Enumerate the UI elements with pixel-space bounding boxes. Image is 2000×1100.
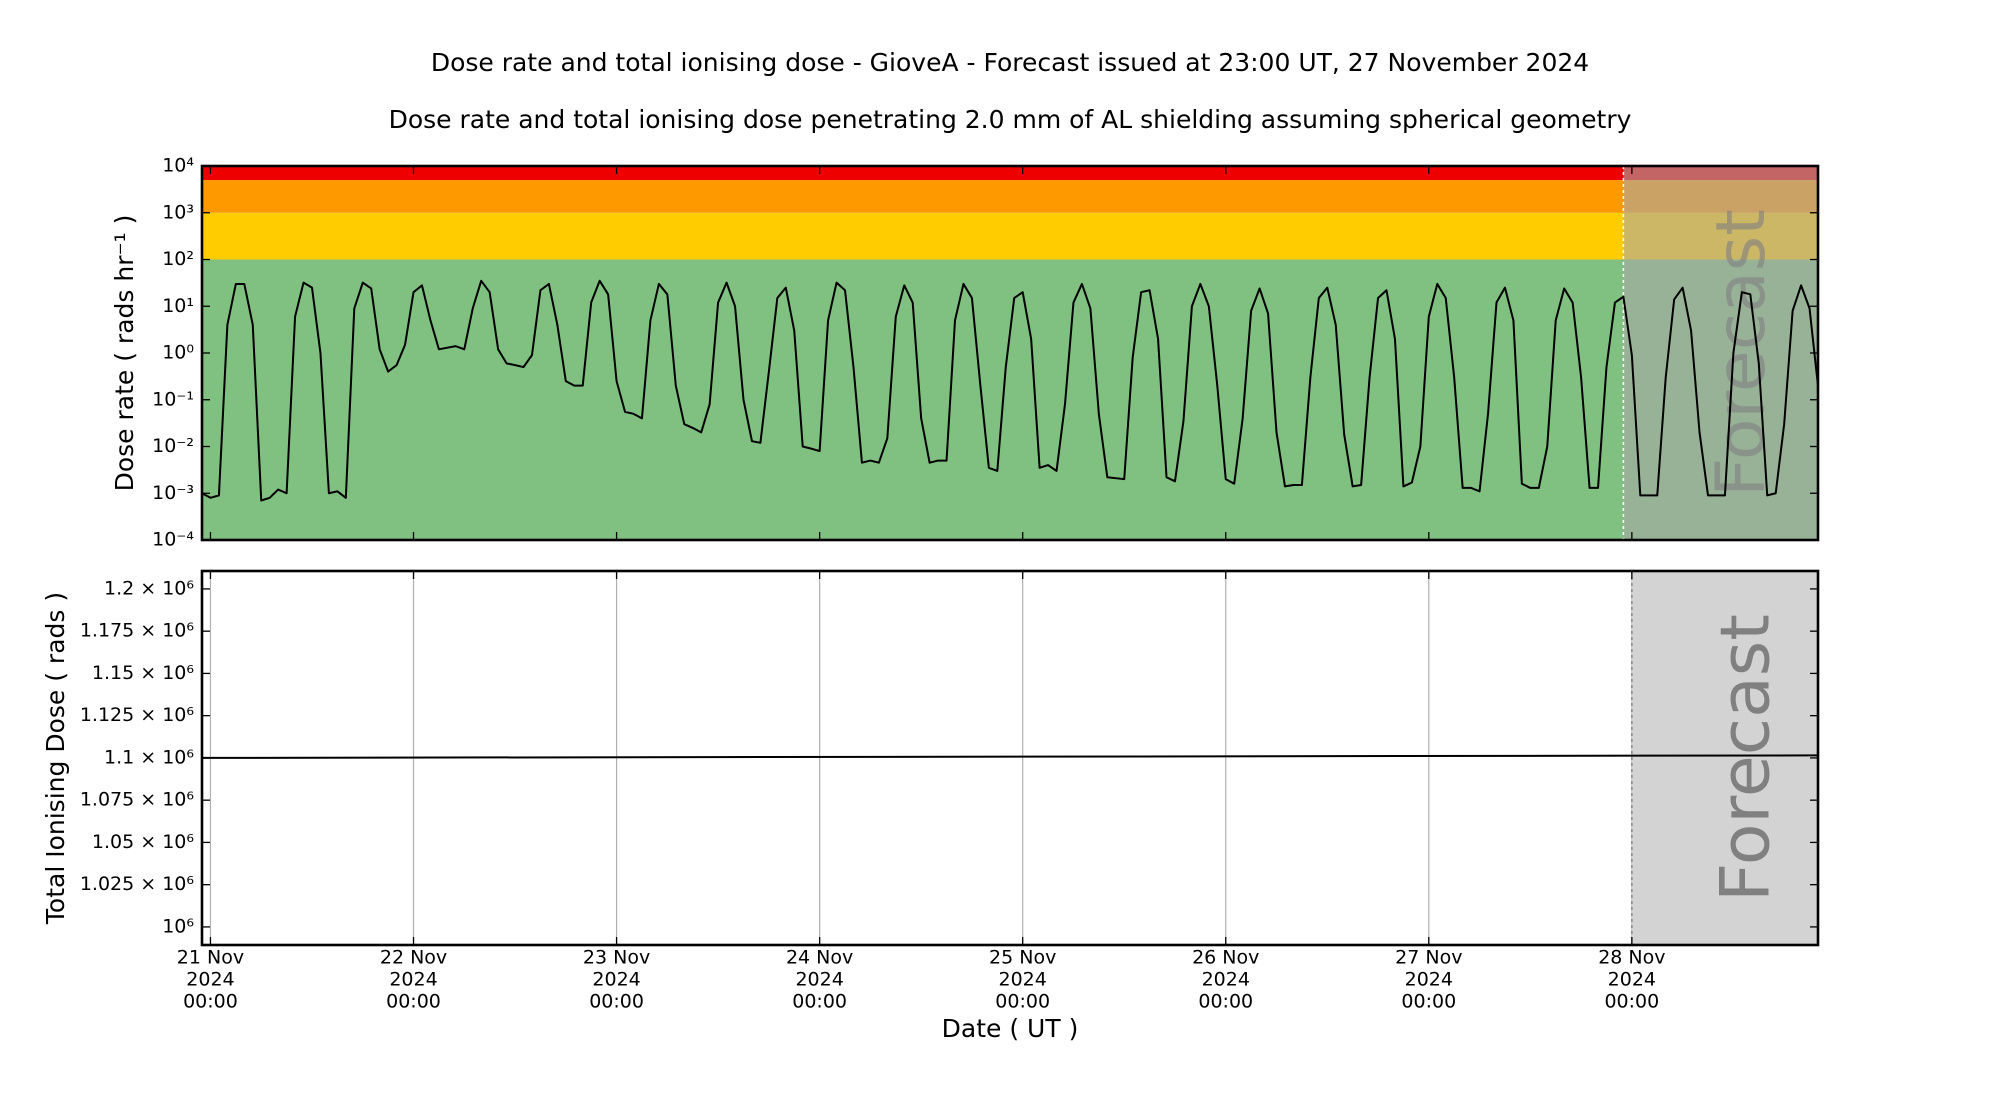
- forecast-region: [1623, 166, 1818, 540]
- y-tick-label: 1.05 × 10⁶: [92, 831, 194, 853]
- x-tick-label: 24 Nov: [786, 947, 853, 969]
- x-tick-label: 25 Nov: [989, 947, 1056, 969]
- y-tick-label: 1.1 × 10⁶: [104, 746, 194, 768]
- x-tick-label: 23 Nov: [583, 947, 650, 969]
- x-tick-label: 2024: [1202, 969, 1250, 991]
- y-axis-label: Total Ionising Dose ( rads ): [41, 592, 70, 925]
- data-line: [202, 754, 1818, 759]
- y-tick-label: 10⁻¹: [152, 388, 194, 410]
- y-tick-label: 10⁰: [162, 342, 194, 364]
- y-tick-label: 1.175 × 10⁶: [80, 620, 194, 642]
- y-tick-label: 10⁻⁴: [152, 529, 194, 551]
- threshold-band: [202, 180, 1818, 213]
- y-tick-label: 1.2 × 10⁶: [104, 577, 194, 599]
- chart-title: Dose rate and total ionising dose - Giov…: [431, 48, 1589, 77]
- plot-area: Forecast: [202, 571, 1818, 945]
- x-tick-label: 00:00: [1401, 991, 1456, 1013]
- x-tick-label: 00:00: [792, 991, 847, 1013]
- y-axis-label: Dose rate ( rads hr⁻¹ ): [110, 215, 139, 492]
- x-tick-label: 00:00: [1604, 991, 1659, 1013]
- x-tick-label: 00:00: [183, 991, 238, 1013]
- y-tick-label: 1.025 × 10⁶: [80, 873, 194, 895]
- x-tick-label: 22 Nov: [380, 947, 447, 969]
- y-tick-label: 10⁴: [162, 155, 194, 177]
- x-tick-label: 00:00: [995, 991, 1050, 1013]
- threshold-band: [202, 259, 1818, 540]
- y-tick-label: 10⁶: [162, 915, 194, 937]
- x-tick-label: 00:00: [1198, 991, 1253, 1013]
- x-tick-label: 2024: [592, 969, 640, 991]
- y-tick-label: 1.125 × 10⁶: [80, 704, 194, 726]
- x-tick-label: 2024: [389, 969, 437, 991]
- forecast-region: [1631, 571, 1818, 945]
- x-tick-label: 2024: [999, 969, 1047, 991]
- y-tick-label: 10¹: [162, 295, 194, 317]
- x-tick-label: 2024: [795, 969, 843, 991]
- threshold-band: [202, 166, 1818, 181]
- x-tick-label: 00:00: [386, 991, 441, 1013]
- x-tick-label: 2024: [1405, 969, 1453, 991]
- x-tick-label: 28 Nov: [1598, 947, 1665, 969]
- threshold-band: [202, 212, 1818, 260]
- forecast-label: Forecast: [1702, 209, 1781, 497]
- y-tick-label: 1.15 × 10⁶: [92, 662, 194, 684]
- forecast-label: Forecast: [1706, 614, 1785, 902]
- x-tick-label: 27 Nov: [1395, 947, 1462, 969]
- y-tick-label: 10⁻²: [152, 435, 194, 457]
- x-tick-label: 2024: [186, 969, 234, 991]
- x-axis-label: Date ( UT ): [942, 1014, 1079, 1043]
- y-tick-label: 10⁻³: [152, 482, 194, 504]
- chart-subtitle: Dose rate and total ionising dose penetr…: [389, 105, 1632, 134]
- plot-area: Forecast: [202, 166, 1818, 540]
- y-tick-label: 1.075 × 10⁶: [80, 789, 194, 811]
- y-tick-label: 10³: [162, 201, 194, 223]
- x-tick-label: 00:00: [589, 991, 644, 1013]
- data-line: [202, 279, 1818, 502]
- y-tick-label: 10²: [162, 248, 194, 270]
- x-tick-label: 26 Nov: [1192, 947, 1259, 969]
- x-tick-label: 2024: [1608, 969, 1656, 991]
- x-tick-label: 21 Nov: [177, 947, 244, 969]
